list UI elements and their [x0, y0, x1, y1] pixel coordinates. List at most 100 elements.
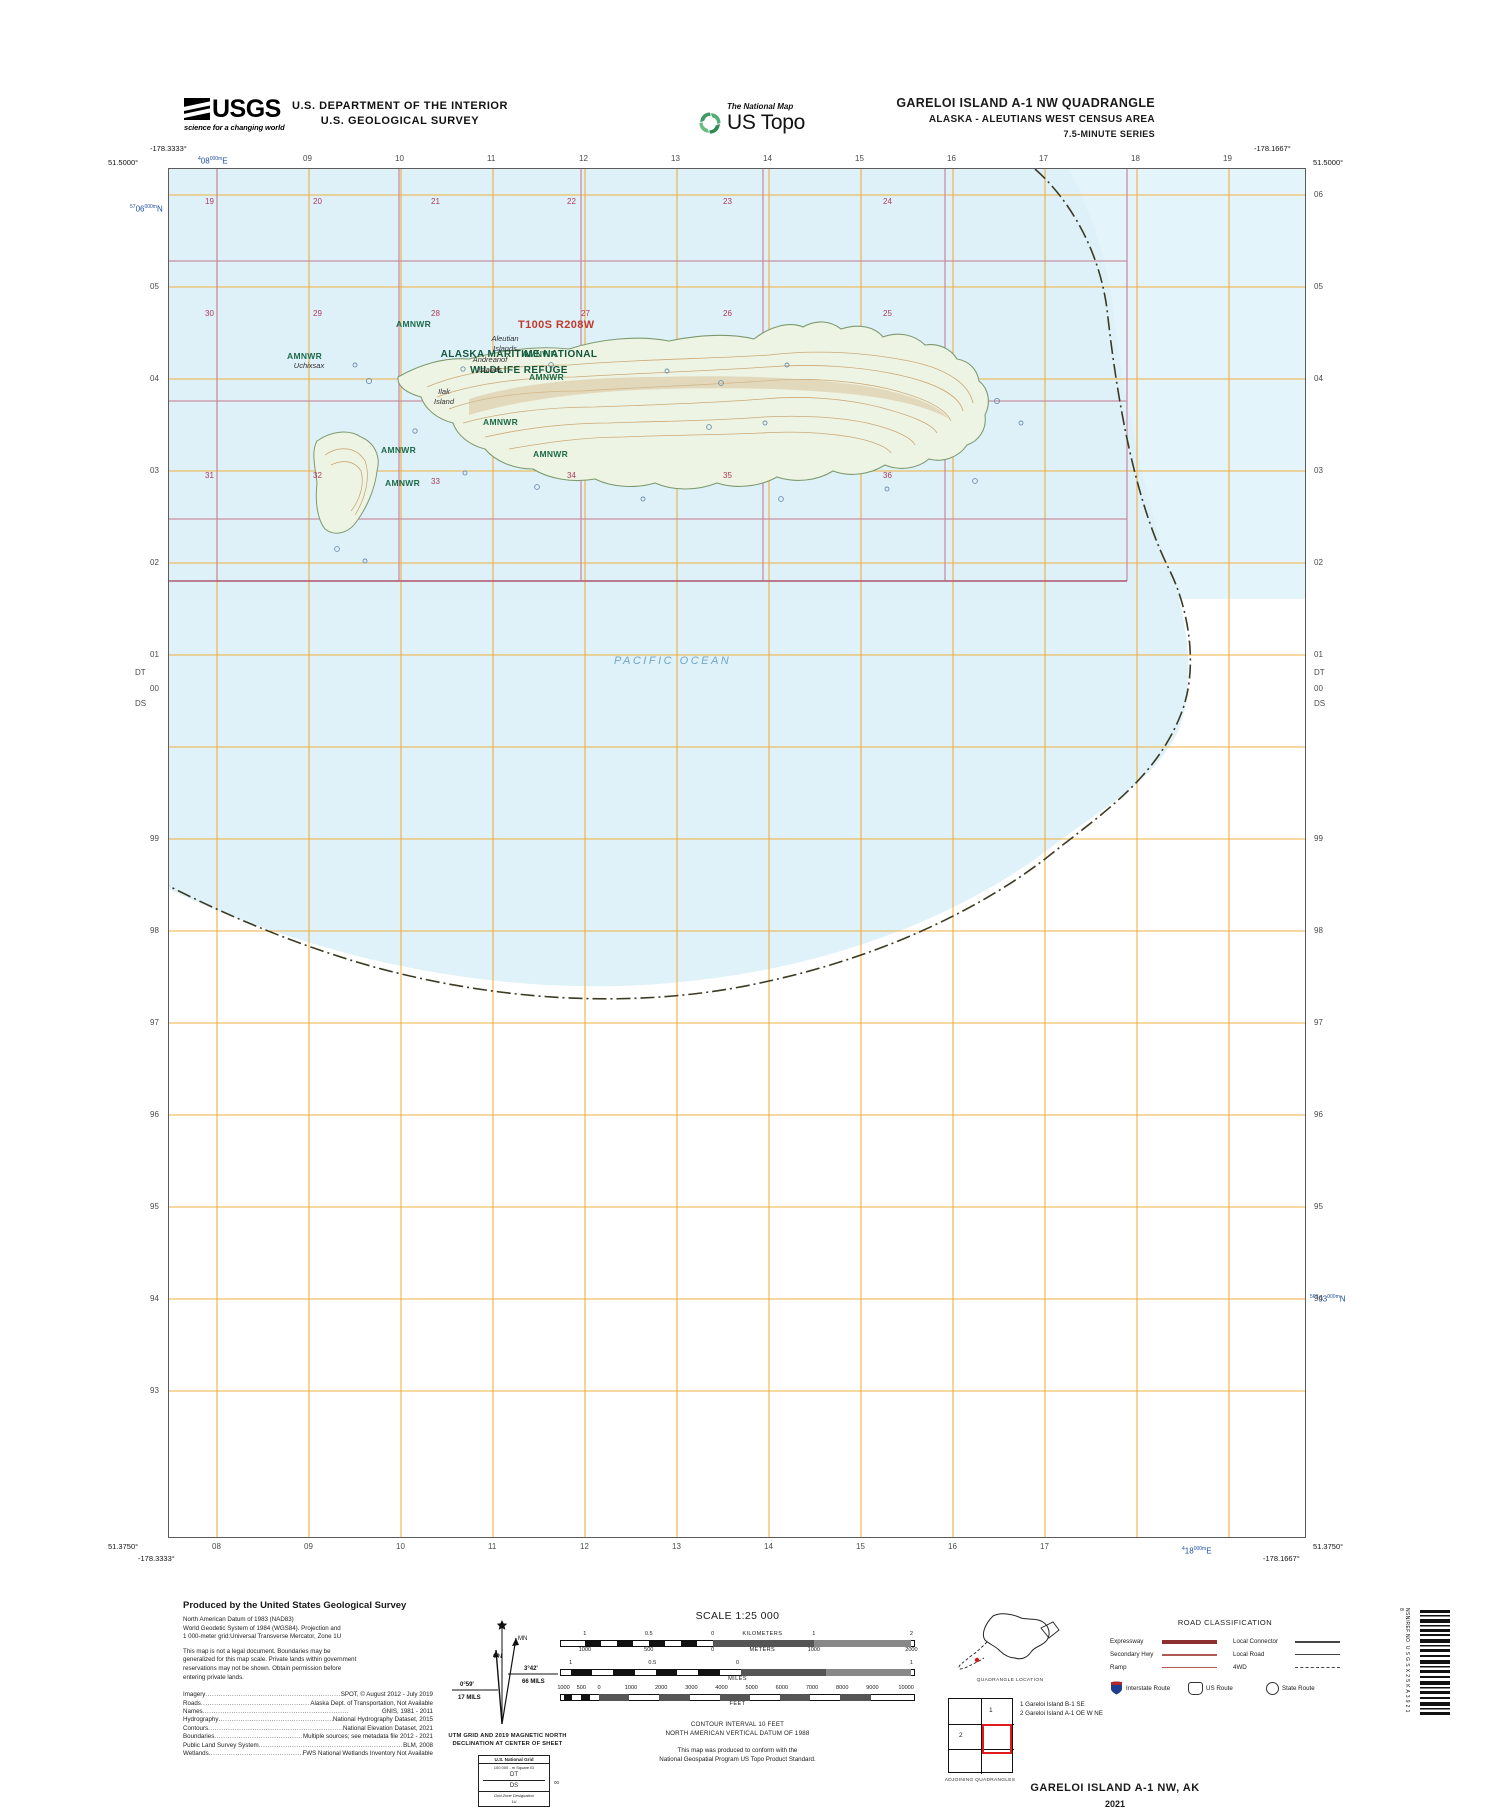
product-standard-note: This map was produced to conform with th…	[560, 1746, 915, 1764]
bottom-tick: 13	[672, 1542, 681, 1551]
source-value: BLM, 2008	[403, 1741, 433, 1749]
sheet-bottom-year: 2021	[1104, 1799, 1126, 1809]
left-tick: 05	[150, 282, 159, 291]
ft-label: 6000	[775, 1685, 789, 1691]
leader-dots: ........................................…	[258, 1741, 404, 1749]
source-value: Alaska Dept. of Transportation, Not Avai…	[310, 1699, 433, 1707]
section-number: 32	[313, 471, 322, 480]
leader-dots: ........................................…	[202, 1707, 350, 1715]
source-key: Boundaries	[183, 1733, 215, 1741]
sheet-bottom-title: GARELOI ISLAND A-1 NW, AK	[1030, 1782, 1200, 1794]
usng-corner-code: 00	[553, 1780, 559, 1785]
source-value: SPOT, © August 2012 - July 2019	[340, 1691, 433, 1699]
m-label: 0	[711, 1647, 715, 1653]
fourwd-swatch	[1295, 1667, 1340, 1668]
km-unit: KILOMETERS	[742, 1631, 783, 1637]
adjoining-name-2: 2 Gareloi Island A-1 OE W NE	[1020, 1710, 1103, 1717]
left-tick: 95	[150, 1202, 159, 1211]
source-row: Contours................................…	[183, 1725, 433, 1733]
department-line-1: U.S. DEPARTMENT OF THE INTERIOR	[291, 100, 509, 112]
place-label-aleutian-islands: Aleutian Islands	[491, 334, 519, 353]
source-row: Hydrography.............................…	[183, 1716, 433, 1724]
map-header: USGS science for a changing world U.S. D…	[0, 44, 1500, 139]
adjoining-grid: 1 2	[948, 1698, 1014, 1774]
left-tick: 94	[150, 1294, 159, 1303]
declination-caption-1: UTM GRID AND 2019 MAGNETIC NORTH	[448, 1733, 567, 1739]
section-number: 23	[723, 197, 732, 206]
contour-note: CONTOUR INTERVAL 10 FEET NORTH AMERICAN …	[560, 1720, 915, 1738]
road-class-row: Secondary Hwy	[1110, 1648, 1217, 1661]
section-number: 30	[205, 309, 214, 318]
mi-label: 1	[909, 1660, 913, 1666]
road-class-label: Expressway	[1110, 1638, 1144, 1645]
ft-label: 1000	[624, 1685, 638, 1691]
right-tick: 95	[1314, 1202, 1323, 1211]
leader-dots: ........................................…	[205, 1691, 341, 1699]
amnwr-label-6: AMNWR	[381, 445, 417, 455]
ramp-swatch	[1162, 1667, 1217, 1668]
amnwr-label-3: AMNWR	[522, 349, 558, 359]
usng-zone-label: Grid Zone Designation	[479, 1791, 549, 1798]
township-range-label: T100S R208W	[518, 319, 595, 331]
declination-diagram: GN MN 0°59' 17 MILS 3°42' 66 MILS	[440, 1612, 575, 1732]
refuge-name-line2: WILDLIFE REFUGE	[470, 365, 568, 376]
declination-caption: UTM GRID AND 2019 MAGNETIC NORTH DECLINA…	[430, 1732, 585, 1748]
corner-ne-latitude: 51.5000°	[1313, 158, 1344, 167]
left-tick: 96	[150, 1110, 159, 1119]
credits-disclaimer-2: generalized for this map scale. Private …	[183, 1656, 357, 1664]
section-number: 22	[567, 197, 576, 206]
zone-right-lower: DS	[1314, 699, 1326, 708]
left-tick: 98	[150, 926, 159, 935]
left-tick: 04	[150, 374, 159, 383]
map-neatline[interactable]: T100S R208W ALASKA MARITIME NATIONAL WIL…	[168, 168, 1306, 1538]
standard-line-1: This map was produced to conform with th…	[677, 1747, 798, 1754]
mi-label: 0	[735, 1660, 740, 1666]
map-body[interactable]: -178.3333° 51.5000° -178.1667° 51.5000° …	[108, 144, 1346, 1563]
left-tick: 97	[150, 1018, 159, 1027]
corner-nw-longitude: -178.3333°	[150, 144, 187, 153]
current-quad-highlight	[982, 1724, 1012, 1754]
mi-unit: MILES	[728, 1676, 747, 1682]
top-tick: 11	[487, 154, 496, 163]
us-route-group: US Route	[1188, 1681, 1262, 1695]
section-number: 28	[431, 309, 440, 318]
svg-text:66 MILS: 66 MILS	[522, 1679, 545, 1685]
contour-interval: CONTOUR INTERVAL 10 FEET	[690, 1721, 785, 1728]
island-landmass	[313, 321, 1024, 564]
source-key: Public Land Survey System	[183, 1741, 259, 1749]
top-tick: 14	[763, 154, 772, 163]
road-class-column-right: Local Connector Local Road 4WD	[1233, 1635, 1340, 1674]
left-tick: 03	[150, 466, 159, 475]
corner-sw-longitude: -178.3333°	[138, 1554, 175, 1563]
ft-unit: FEET	[729, 1701, 746, 1707]
amnwr-label-5: AMNWR	[483, 417, 519, 427]
road-class-label: Secondary Hwy	[1110, 1651, 1154, 1658]
quadrangle-location-caption: QUADRANGLE LOCATION	[976, 1678, 1044, 1683]
state-route-label: State Route	[1282, 1684, 1315, 1692]
interstate-route-group: Interstate Route	[1110, 1681, 1184, 1695]
us-topo-label: US Topo	[727, 111, 806, 134]
right-tick: 04	[1314, 374, 1323, 383]
source-row: Names...................................…	[183, 1708, 433, 1716]
m-label: 1000	[578, 1647, 592, 1653]
source-row: Imagery.................................…	[183, 1691, 433, 1699]
place-label-uchixsax: Uchixsax	[293, 361, 325, 370]
secondary-hwy-swatch	[1162, 1653, 1217, 1656]
adjoining-name-1: 1 Gareloi Island B-1 SE	[1020, 1701, 1085, 1708]
ft-bar	[560, 1694, 915, 1701]
top-tick: 12	[579, 154, 588, 163]
quadrangle-series: 7.5-MINUTE SERIES	[1063, 129, 1155, 139]
amnwr-label-8: AMNWR	[385, 478, 421, 488]
usgs-swoosh-icon	[184, 98, 210, 120]
road-classification-legend: ROAD CLASSIFICATION Expressway Secondary…	[1110, 1618, 1340, 1695]
adjoining-quadrangles-diagram: 1 2	[948, 1698, 1014, 1774]
left-tick: 93	[150, 1386, 159, 1395]
source-key: Imagery	[183, 1691, 206, 1699]
adjoining-cell-1: 1	[989, 1707, 993, 1714]
us-route-label: US Route	[1206, 1684, 1233, 1692]
source-row: Public Land Survey System...............…	[183, 1742, 433, 1750]
top-tick: 13	[671, 154, 680, 163]
ft-label: 2000	[654, 1685, 668, 1691]
road-class-row: Expressway	[1110, 1635, 1217, 1648]
credits-disclaimer-3: reservations may not be shown. Obtain pe…	[183, 1664, 342, 1672]
